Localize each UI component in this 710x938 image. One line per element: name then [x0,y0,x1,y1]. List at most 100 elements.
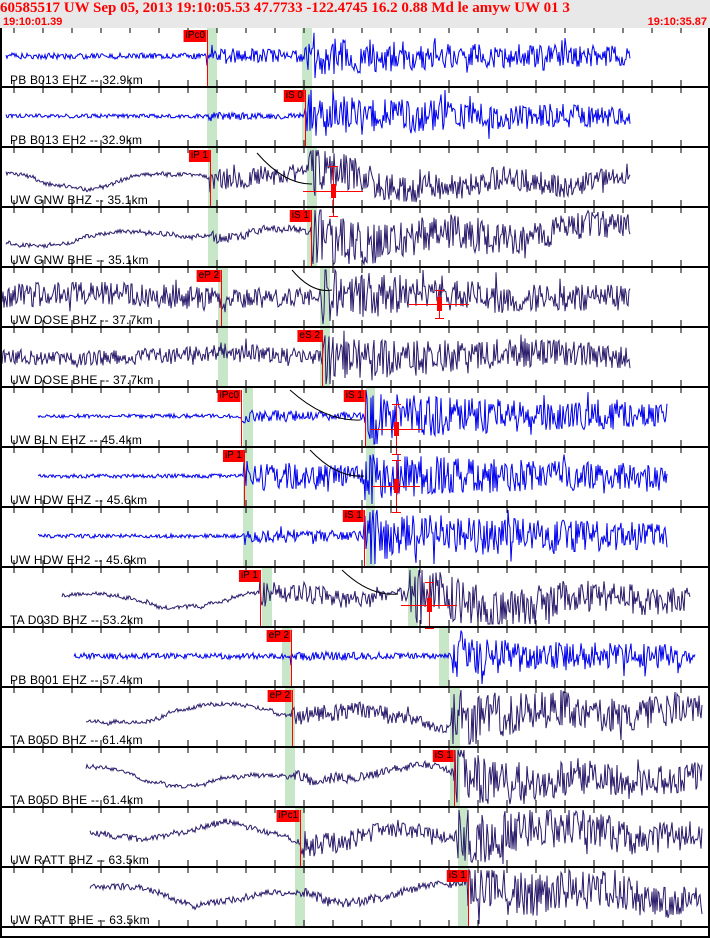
waveform [5,208,682,266]
trace-row[interactable]: iP 1 UW GNW BHZ -- 35.1km [2,148,708,217]
trace-panel[interactable]: iPc0 PB B013 EHZ -- 32.9km iS 0 PB B013 EH2… [0,28,710,938]
phase-pick-label[interactable]: eP 2 [196,270,221,282]
phase-pick-stem [244,450,245,506]
phase-pick-label[interactable]: iP 1 [238,570,260,582]
phase-highlight-band [282,628,292,688]
trace-separator [2,86,708,88]
phase-pick-stem [305,90,306,146]
trace-row[interactable]: iS 1 UW HDW EH2 -- 45.6km [2,508,708,568]
phase-pick-label[interactable]: iP 1 [188,150,210,162]
phase-pick-label[interactable]: iP 1 [222,450,244,462]
trace-station-label: UW DOSE BHE -- 37.7km [10,373,154,387]
waveform [13,688,703,746]
amplitude-marker-cap [425,582,434,583]
phase-highlight-band [218,268,228,328]
phase-pick-stem [365,390,366,446]
phase-highlight-band [302,88,312,148]
trace-separator [2,686,708,688]
trace-row[interactable]: iP 1 UW HDW EHZ -- 45.6km [2,448,708,513]
trace-row[interactable]: iPc0 iS 1 UW BLN EHZ -- 45.4km [2,388,708,455]
trace-row[interactable]: eP 2 PB B001 EHZ -- 57.4km [2,628,708,688]
trace-station-label: UW GNW BHZ -- 35.1km [10,193,148,207]
trace-separator [2,806,708,808]
phase-highlight-band [458,808,468,868]
phase-highlight-band [243,388,253,448]
trace-separator [2,506,708,508]
phase-pick-label[interactable]: iS 1 [432,750,454,762]
phase-highlight-band [320,268,330,328]
amplitude-marker-cap [435,290,444,291]
phase-highlight-band [295,868,305,928]
trace-separator [2,266,708,268]
phase-pick-label[interactable]: iPc1 [276,810,300,822]
phase-pick-stem [221,270,222,326]
waveform [2,328,682,386]
trace-row[interactable]: iS 1 UW GNW BHE -- 35.1km [2,208,708,268]
amplitude-marker-cap [392,512,401,513]
trace-separator [2,866,708,868]
phase-pick-stem [311,210,312,266]
waveform [13,868,703,926]
trace-row[interactable]: eP 2 TA B05D BHZ -- 61.4km [2,688,708,748]
phase-pick-stem [207,30,208,86]
trace-row[interactable]: iPc0 PB B013 EHZ -- 32.9km [2,28,708,88]
waveform [13,628,696,686]
phase-pick-stem [468,870,469,926]
phase-highlight-band [285,748,295,808]
waveform [13,448,682,506]
trace-row[interactable]: iS 0 PB B013 EH2 -- 32.9km [2,88,708,148]
phase-pick-label[interactable]: iS 1 [289,210,311,222]
phase-pick-stem [260,570,261,626]
phase-highlight-band [458,868,468,928]
phase-highlight-band [285,688,295,748]
trace-row[interactable]: iS 1 TA B05D BHE -- 61.4km [2,748,708,808]
phase-highlight-band [207,28,217,88]
amplitude-marker-cap [392,454,401,455]
waveform [13,388,682,446]
amplitude-marker-box [394,479,399,493]
phase-pick-label[interactable]: eP 2 [266,630,291,642]
trace-separator [2,926,708,928]
trace-separator [2,206,708,208]
phase-pick-label[interactable]: iS 1 [342,510,364,522]
trace-station-label: PB B001 EHZ -- 57.4km [10,673,143,687]
trace-station-label: UW HDW EHZ -- 45.6km [10,493,148,507]
phase-pick-stem [292,690,293,746]
trace-separator [2,386,708,388]
trace-row[interactable]: iS 1 UW RATT BHE -- 63.5km [2,868,708,928]
phase-highlight-band [450,748,460,808]
event-summary-line: 60585517 UW Sep 05, 2013 19:10:05.53 47.… [0,0,570,16]
phase-highlight-band [243,508,253,568]
amplitude-marker-cap [392,404,401,405]
trace-row[interactable]: eP 2 UW DOSE BHZ -- 37.7km [2,268,708,328]
phase-pick-label[interactable]: iS 0 [283,90,305,102]
header-bar: 60585517 UW Sep 05, 2013 19:10:05.53 47.… [0,0,710,28]
phase-highlight-band [243,448,253,508]
phase-highlight-band [207,88,217,148]
trace-separator [2,446,708,448]
phase-pick-stem [322,330,323,386]
trace-station-label: UW BLN EHZ -- 45.4km [10,433,143,447]
phase-pick-stem [241,390,242,446]
amplitude-marker-box [437,297,442,311]
phase-pick-label[interactable]: iS 1 [343,390,365,402]
trace-separator [2,146,708,148]
trace-row[interactable]: iPc1 UW RATT BHZ -- 63.5km [2,808,708,868]
phase-pick-label[interactable]: eP 2 [267,690,292,702]
trace-row[interactable]: eS 2 UW DOSE BHE -- 37.7km [2,328,708,388]
trace-row[interactable]: iP 1 TA D03D BHZ -- 53.2km [2,568,708,629]
phase-pick-label[interactable]: iPc0 [183,30,207,42]
phase-pick-label[interactable]: iS 1 [446,870,468,882]
phase-pick-label[interactable]: iPc0 [217,390,241,402]
trace-station-label: TA B05D BHE -- 61.4km [10,793,144,807]
waveform [13,748,703,806]
amplitude-marker-cap [329,216,338,217]
trace-station-label: UW RATT BHE -- 63.5km [10,913,150,927]
amplitude-marker-cap [392,460,401,461]
amplitude-marker-cap [425,628,434,629]
phase-pick-label[interactable]: eS 2 [297,330,322,342]
window-start-time: 19:10:01.39 [3,16,63,28]
waveform [5,28,682,86]
amplitude-marker-box [331,184,336,198]
